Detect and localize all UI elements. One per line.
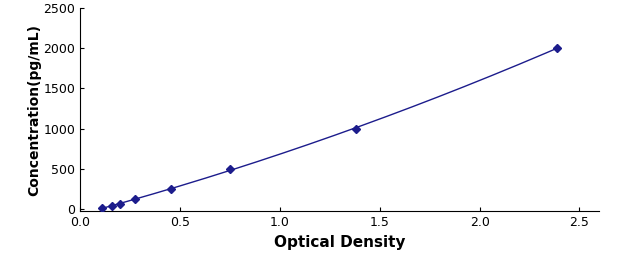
X-axis label: Optical Density: Optical Density <box>274 235 405 250</box>
Y-axis label: Concentration(pg/mL): Concentration(pg/mL) <box>27 24 41 196</box>
